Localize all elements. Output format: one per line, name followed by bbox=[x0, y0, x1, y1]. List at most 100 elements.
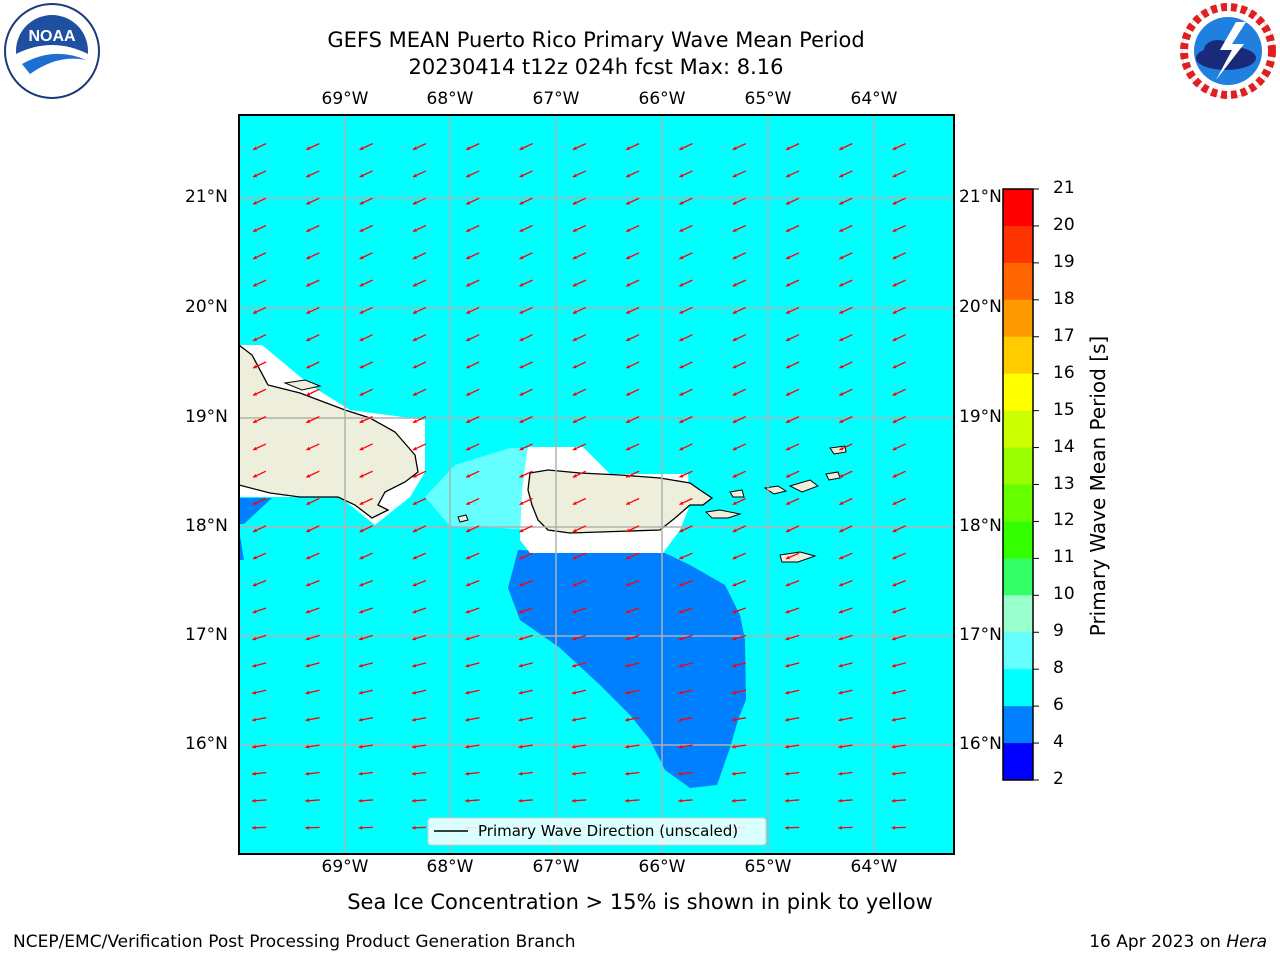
wave-arrow-head bbox=[466, 228, 471, 232]
wave-arrow-head bbox=[679, 528, 684, 533]
wave-arrow-head bbox=[571, 717, 576, 722]
wave-arrow-head bbox=[306, 392, 311, 396]
wave-arrow-head bbox=[679, 474, 684, 478]
wave-arrow-head bbox=[306, 310, 311, 314]
wave-arrow-head bbox=[466, 146, 471, 150]
wave-arrow-head bbox=[518, 663, 523, 668]
colorbar-tick-label: 21 bbox=[1053, 178, 1075, 198]
lon-label-top-68w: 68°W bbox=[426, 89, 474, 109]
wave-arrow-head bbox=[412, 582, 417, 587]
wave-arrow-head bbox=[839, 474, 844, 478]
lon-label-bottom-68w: 68°W bbox=[426, 857, 474, 877]
wave-arrow-head bbox=[253, 474, 258, 478]
wave-arrow-head bbox=[306, 501, 311, 505]
wave-arrow-head bbox=[253, 364, 258, 369]
wave-arrow-head bbox=[412, 282, 417, 287]
wave-arrow-head bbox=[359, 582, 364, 587]
wave-arrow-head bbox=[838, 717, 843, 722]
wave-arrow-head bbox=[891, 798, 896, 803]
wave-arrow-head bbox=[838, 636, 843, 641]
wave-arrow-head bbox=[358, 717, 363, 722]
wave-arrow-head bbox=[785, 717, 789, 722]
wave-arrow-head bbox=[572, 146, 577, 150]
wave-arrow-head bbox=[572, 201, 577, 205]
period-8-9-area bbox=[425, 448, 540, 530]
wave-arrow-head bbox=[678, 690, 683, 695]
wave-arrow-head bbox=[626, 474, 631, 478]
wave-arrow-head bbox=[572, 528, 577, 533]
wave-arrow-head bbox=[518, 690, 523, 695]
wave-arrow-head bbox=[625, 582, 630, 587]
wave-arrow-head bbox=[892, 146, 897, 150]
lat-label-right-19n: 19°N bbox=[959, 407, 1002, 427]
wave-arrow-head bbox=[892, 555, 897, 560]
wave-arrow-head bbox=[732, 337, 737, 342]
wave-arrow-head bbox=[786, 474, 791, 478]
wave-arrow-head bbox=[252, 636, 257, 641]
wave-arrow-head bbox=[732, 609, 737, 614]
wave-arrow-head bbox=[785, 555, 790, 560]
wave-arrow-head bbox=[519, 364, 524, 369]
wave-arrow-head bbox=[625, 744, 629, 749]
wave-arrow-head bbox=[518, 798, 523, 803]
nws-logo bbox=[1180, 3, 1276, 99]
wave-arrow-head bbox=[786, 173, 791, 178]
colorbar-tick-label: 9 bbox=[1053, 621, 1064, 642]
wave-arrow-head bbox=[626, 310, 631, 314]
wave-arrow-head bbox=[465, 771, 469, 776]
wave-arrow-head bbox=[626, 228, 631, 232]
wave-arrow-head bbox=[518, 636, 523, 641]
wave-arrow-head bbox=[412, 201, 417, 205]
wave-arrow-head bbox=[305, 663, 310, 668]
wave-arrow-head bbox=[786, 364, 791, 369]
wave-arrow-head bbox=[571, 798, 576, 803]
wave-arrow-head bbox=[306, 446, 311, 451]
wave-arrow-head bbox=[253, 201, 258, 205]
wave-arrow-head bbox=[786, 501, 791, 505]
wave-arrow-head bbox=[411, 771, 416, 776]
colorbar-segment bbox=[1003, 225, 1033, 264]
wave-arrow-head bbox=[732, 555, 737, 560]
wave-arrow-head bbox=[519, 474, 524, 478]
wave-arrow-head bbox=[892, 474, 897, 478]
lat-label-right-20n: 20°N bbox=[959, 297, 1002, 317]
wave-arrow-head bbox=[519, 528, 524, 533]
wave-arrow-head bbox=[626, 337, 631, 342]
wave-arrow-head bbox=[786, 255, 791, 260]
wave-direction-arrows bbox=[251, 143, 906, 854]
wave-arrow-head bbox=[839, 555, 844, 560]
sea-ice-note: Sea Ice Concentration > 15% is shown in … bbox=[347, 890, 933, 914]
footer-date-text: 16 Apr 2023 on bbox=[1089, 932, 1227, 952]
wave-arrow-head bbox=[306, 337, 311, 342]
wave-arrow-head bbox=[252, 825, 256, 830]
wave-arrow-head bbox=[731, 798, 736, 803]
lon-label-bottom-64w: 64°W bbox=[850, 857, 898, 877]
wave-arrow-head bbox=[252, 798, 256, 803]
wave-arrow-head bbox=[253, 146, 258, 150]
wave-arrow-head bbox=[626, 392, 631, 396]
wave-arrow-head bbox=[732, 446, 737, 451]
wave-arrow-head bbox=[839, 282, 844, 287]
wave-arrow-head bbox=[838, 771, 843, 776]
wave-arrow-head bbox=[892, 582, 897, 587]
colorbar-segment bbox=[1003, 299, 1033, 338]
wave-arrow-head bbox=[253, 337, 258, 342]
wave-arrow-head bbox=[466, 555, 471, 560]
wave-arrow-head bbox=[785, 636, 790, 641]
wave-arrow-head bbox=[839, 582, 844, 587]
st-croix-island bbox=[779, 551, 817, 563]
wave-arrow-head bbox=[519, 501, 524, 505]
wave-arrow-head bbox=[626, 364, 631, 369]
gridlines bbox=[239, 115, 954, 854]
wave-arrow-head bbox=[892, 173, 897, 178]
colorbar-tick-label: 18 bbox=[1053, 288, 1075, 309]
lon-label-bottom-65w: 65°W bbox=[744, 857, 792, 877]
wave-arrow-head bbox=[891, 717, 896, 722]
wave-arrow-head bbox=[306, 582, 311, 587]
wave-arrow-head bbox=[572, 364, 577, 369]
colorbar-segment bbox=[1003, 521, 1033, 559]
wave-arrow-head bbox=[519, 609, 524, 614]
lon-label-bottom-67w: 67°W bbox=[532, 857, 580, 877]
wave-arrow-head bbox=[519, 446, 524, 451]
wave-arrow-head bbox=[359, 419, 364, 423]
